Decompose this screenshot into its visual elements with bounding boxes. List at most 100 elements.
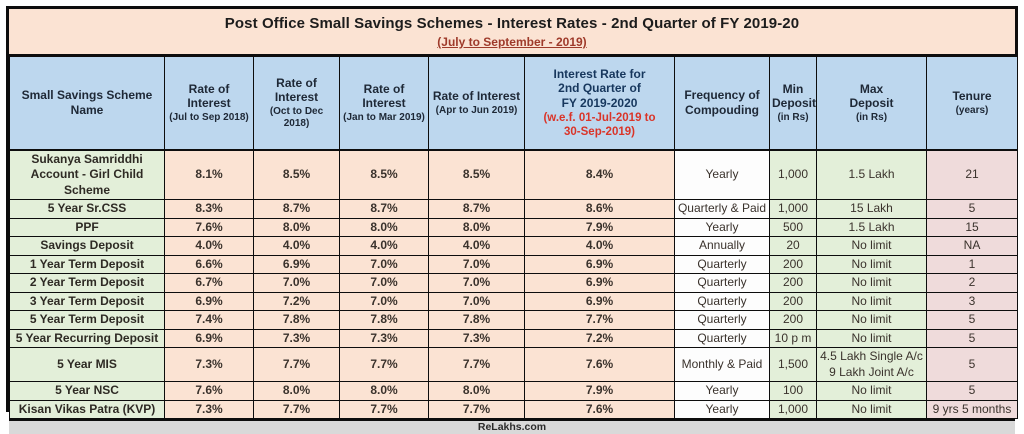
- rate-jul-sep-2018-cell: 6.7%: [164, 273, 254, 293]
- scheme-name-cell: 5 Year Recurring Deposit: [9, 328, 165, 348]
- tenure-cell: 5: [926, 347, 1018, 382]
- watermark: ReLakhs.com: [9, 419, 1015, 434]
- rate-q2-fy2019-20-cell: 7.9%: [524, 217, 675, 237]
- table-row: 2 Year Term Deposit 6.7% 7.0% 7.0% 7.0% 6.9% Q…: [9, 273, 1018, 293]
- frequency-cell: Quarterly: [674, 273, 770, 293]
- min-deposit-cell: 1,000: [769, 199, 817, 219]
- table-row: Savings Deposit 4.0% 4.0% 4.0% 4.0% 4.0% Annua…: [9, 236, 1018, 256]
- col-header-rate-oct-dec-2018: Rate of Interest (Oct to Dec 2018): [253, 56, 340, 151]
- frequency-cell: Quarterly & Paid: [674, 199, 770, 219]
- rate-jul-sep-2018-cell: 7.6%: [164, 381, 254, 401]
- title-band: Post Office Small Savings Schemes - Inte…: [9, 9, 1015, 56]
- header-label: Min Deposit: [772, 81, 817, 111]
- frequency-cell: Quarterly: [674, 310, 770, 330]
- scheme-name-cell: PPF: [9, 217, 165, 237]
- schemes-table-body: Sukanya Samriddhi Account - Girl Child S…: [9, 149, 1018, 419]
- header-sublabel: (Oct to Dec 2018): [269, 105, 324, 129]
- frequency-cell: Yearly: [674, 381, 770, 401]
- header-label: Rate of Interest: [187, 81, 231, 111]
- rate-jan-mar-2019-cell: 8.0%: [339, 381, 429, 401]
- frequency-cell: Monthly & Paid: [674, 347, 770, 382]
- max-deposit-cell: 1.5 Lakh: [816, 149, 927, 200]
- table-row: 1 Year Term Deposit 6.6% 6.9% 7.0% 7.0% 6.9% Q…: [9, 254, 1018, 274]
- scheme-name-cell: Kisan Vikas Patra (KVP): [9, 399, 165, 419]
- tenure-cell: 5: [926, 310, 1018, 330]
- tenure-cell: 9 yrs 5 months: [926, 399, 1018, 419]
- rate-jan-mar-2019-cell: 7.0%: [339, 254, 429, 274]
- col-header-scheme-name: Small Savings Scheme Name: [9, 56, 165, 151]
- rate-apr-jun-2019-cell: 4.0%: [428, 236, 525, 256]
- rate-jan-mar-2019-cell: 7.3%: [339, 328, 429, 348]
- rate-q2-fy2019-20-cell: 7.9%: [524, 381, 675, 401]
- scheme-name-cell: Sukanya Samriddhi Account - Girl Child S…: [9, 149, 165, 200]
- rate-jan-mar-2019-cell: 4.0%: [339, 236, 429, 256]
- rate-jan-mar-2019-cell: 7.8%: [339, 310, 429, 330]
- min-deposit-cell: 1,500: [769, 347, 817, 382]
- table-row: Sukanya Samriddhi Account - Girl Child S…: [9, 149, 1018, 200]
- rate-q2-fy2019-20-cell: 7.6%: [524, 399, 675, 419]
- frequency-cell: Quarterly: [674, 291, 770, 311]
- max-deposit-cell: No limit: [816, 328, 927, 348]
- header-sublabel: (in Rs): [855, 111, 888, 123]
- scheme-name-cell: 2 Year Term Deposit: [9, 273, 165, 293]
- frequency-cell: Quarterly: [674, 254, 770, 274]
- max-deposit-cell: No limit: [816, 310, 927, 330]
- col-header-tenure: Tenure (years): [926, 56, 1018, 151]
- header-label: Rate of Interest: [274, 75, 319, 105]
- rate-oct-dec-2018-cell: 8.7%: [253, 199, 340, 219]
- tenure-cell: 5: [926, 199, 1018, 219]
- table-row: 5 Year NSC 7.6% 8.0% 8.0% 8.0% 7.9% Yearly 100 N…: [9, 381, 1018, 401]
- tenure-cell: 1: [926, 254, 1018, 274]
- frequency-cell: Yearly: [674, 399, 770, 419]
- scheme-name-cell: 5 Year Sr.CSS: [9, 199, 165, 219]
- scheme-name-cell: 5 Year NSC: [9, 381, 165, 401]
- rate-apr-jun-2019-cell: 7.0%: [428, 291, 525, 311]
- min-deposit-cell: 500: [769, 217, 817, 237]
- rate-oct-dec-2018-cell: 4.0%: [253, 236, 340, 256]
- rate-oct-dec-2018-cell: 8.0%: [253, 217, 340, 237]
- rate-oct-dec-2018-cell: 7.8%: [253, 310, 340, 330]
- rate-oct-dec-2018-cell: 7.0%: [253, 273, 340, 293]
- table-row: PPF 7.6% 8.0% 8.0% 8.0% 7.9% Yearly 500 1.5 Lakh…: [9, 217, 1018, 237]
- rate-jul-sep-2018-cell: 6.9%: [164, 291, 254, 311]
- rate-jan-mar-2019-cell: 7.7%: [339, 399, 429, 419]
- header-label: Rate of Interest: [362, 81, 406, 111]
- header-label: Interest Rate for 2nd Quarter of FY 2019…: [553, 66, 646, 110]
- rate-apr-jun-2019-cell: 7.0%: [428, 254, 525, 274]
- header-label: Small Savings Scheme Name: [21, 88, 153, 117]
- tenure-cell: 21: [926, 149, 1018, 200]
- rate-jan-mar-2019-cell: 8.5%: [339, 149, 429, 200]
- max-deposit-cell: No limit: [816, 254, 927, 274]
- rate-oct-dec-2018-cell: 8.5%: [253, 149, 340, 200]
- rate-apr-jun-2019-cell: 7.0%: [428, 273, 525, 293]
- rate-q2-fy2019-20-cell: 7.7%: [524, 310, 675, 330]
- rate-apr-jun-2019-cell: 8.0%: [428, 381, 525, 401]
- table-row: 5 Year Term Deposit 7.4% 7.8% 7.8% 7.8% 7.7% Q…: [9, 310, 1018, 330]
- page-title: Post Office Small Savings Schemes - Inte…: [224, 15, 800, 32]
- scheme-name-cell: 5 Year MIS: [9, 347, 165, 382]
- rate-q2-fy2019-20-cell: 7.2%: [524, 328, 675, 348]
- rate-apr-jun-2019-cell: 8.5%: [428, 149, 525, 200]
- rate-apr-jun-2019-cell: 7.3%: [428, 328, 525, 348]
- table-row: 5 Year MIS 7.3% 7.7% 7.7% 7.7% 7.6% Monthly & …: [9, 347, 1018, 382]
- max-deposit-cell: No limit: [816, 273, 927, 293]
- rate-oct-dec-2018-cell: 7.3%: [253, 328, 340, 348]
- rate-q2-fy2019-20-cell: 6.9%: [524, 254, 675, 274]
- tenure-cell: 2: [926, 273, 1018, 293]
- header-sublabel: (Apr to Jun 2019): [435, 104, 518, 116]
- rate-apr-jun-2019-cell: 7.7%: [428, 399, 525, 419]
- min-deposit-cell: 200: [769, 291, 817, 311]
- min-deposit-cell: 200: [769, 273, 817, 293]
- page-subtitle: (July to September - 2019): [437, 35, 587, 49]
- rate-oct-dec-2018-cell: 7.7%: [253, 347, 340, 382]
- min-deposit-cell: 100: [769, 381, 817, 401]
- max-deposit-cell: No limit: [816, 291, 927, 311]
- rate-jan-mar-2019-cell: 8.0%: [339, 217, 429, 237]
- tenure-cell: 3: [926, 291, 1018, 311]
- rate-q2-fy2019-20-cell: 6.9%: [524, 273, 675, 293]
- max-deposit-cell: 1.5 Lakh: [816, 217, 927, 237]
- rate-jan-mar-2019-cell: 7.7%: [339, 347, 429, 382]
- col-header-rate-jul-sep-2018: Rate of Interest (Jul to Sep 2018): [164, 56, 254, 151]
- scheme-name-cell: 5 Year Term Deposit: [9, 310, 165, 330]
- header-sublabel: (in Rs): [777, 111, 809, 123]
